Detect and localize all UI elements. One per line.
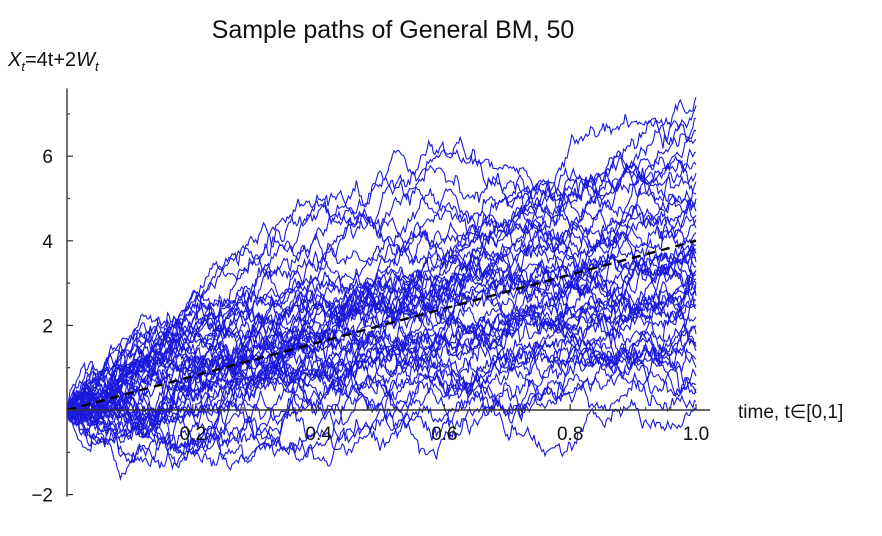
sample-path	[66, 189, 697, 445]
sample-path	[66, 321, 697, 461]
sample-path	[66, 262, 697, 437]
sample-paths	[66, 96, 697, 482]
sample-path	[66, 215, 697, 423]
y-tick-label: −2	[31, 486, 53, 507]
x-axis-label: time, t∈[0,1]	[738, 402, 843, 423]
sample-path	[66, 149, 697, 411]
mean-line	[66, 239, 697, 412]
sample-path	[66, 242, 697, 411]
sample-path	[66, 170, 697, 418]
sample-path	[66, 229, 697, 415]
y-axis-label: Xt=4t+2Wt	[7, 49, 100, 74]
sample-path	[66, 203, 697, 419]
y-ticks: −2 2 4 6	[31, 113, 73, 507]
chart-title: Sample paths of General BM, 50	[212, 16, 575, 44]
x-tick-label: 0.2	[180, 424, 206, 445]
sample-path	[66, 297, 697, 430]
x-tick-label: 0.4	[305, 424, 332, 445]
sample-path	[66, 96, 697, 413]
y-tick-label: 4	[42, 232, 53, 253]
x-ticks: 0.2 0.4 0.6 0.8 1.0	[91, 404, 709, 445]
sample-path	[66, 161, 697, 418]
x-tick-label: 1.0	[683, 424, 709, 445]
sample-path	[66, 357, 697, 424]
sample-path	[66, 219, 697, 423]
y-tick-label: 2	[42, 316, 53, 337]
y-tick-label: 6	[42, 147, 53, 168]
sample-path	[66, 248, 697, 464]
sample-path	[66, 129, 697, 411]
x-tick-label: 0.6	[431, 424, 457, 445]
sample-path	[66, 269, 697, 423]
sample-path	[66, 277, 697, 444]
sample-path	[66, 253, 697, 415]
x-tick-label: 0.8	[557, 424, 583, 445]
sample-path	[66, 377, 697, 471]
